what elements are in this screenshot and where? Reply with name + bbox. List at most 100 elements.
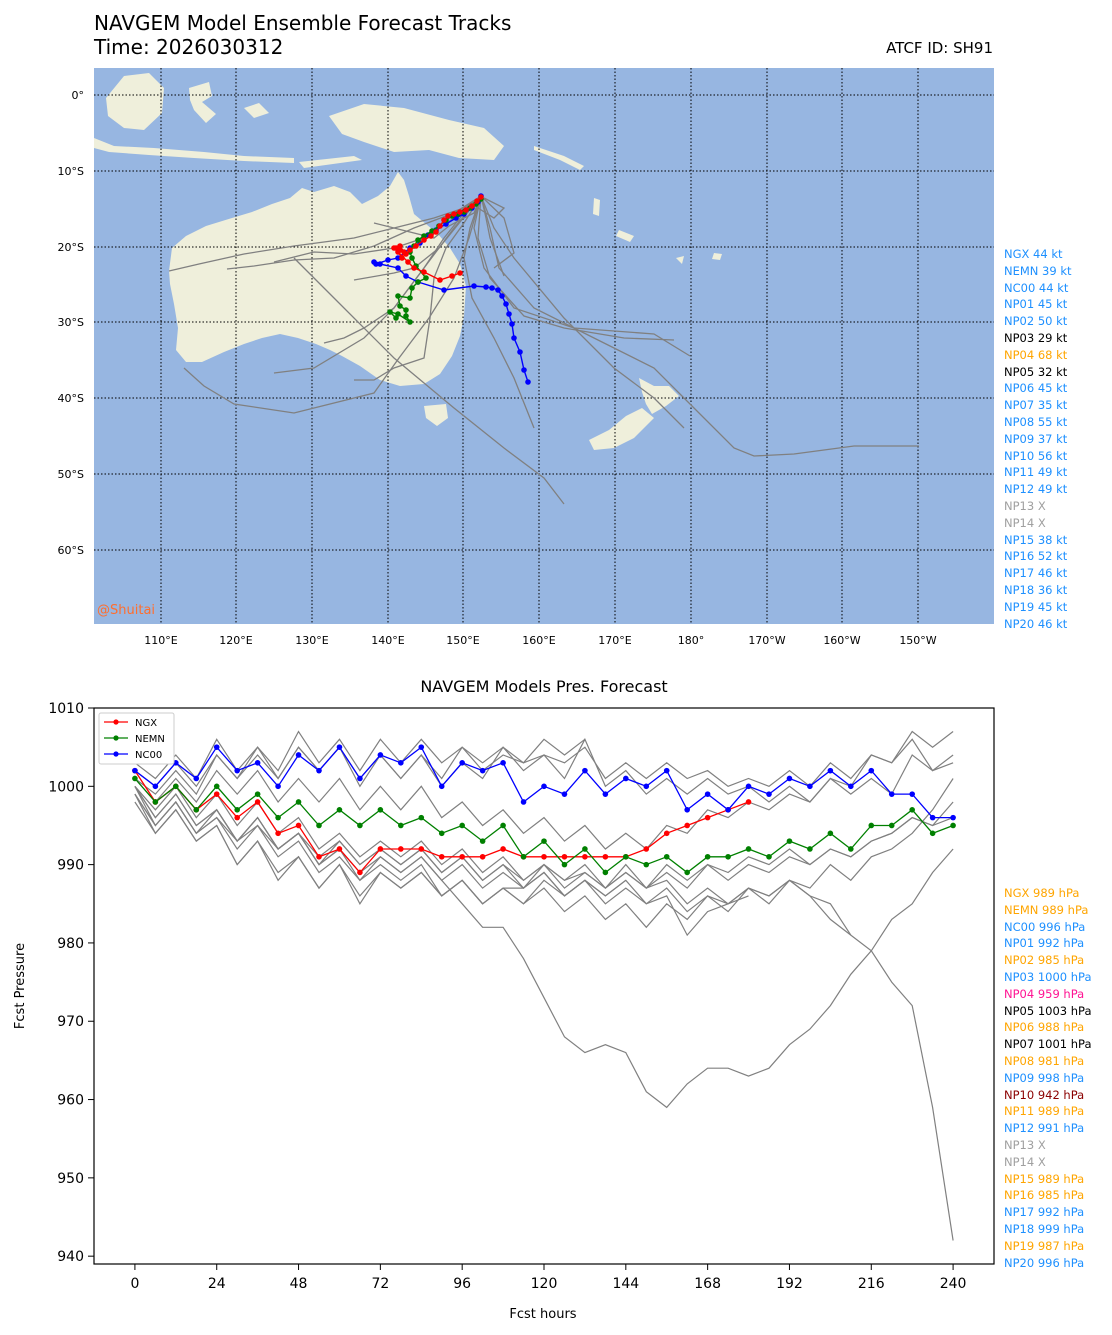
x-tick-label: 240 [940,1276,967,1292]
member-track [477,195,675,341]
pressure-legend-item: NP20 996 hPa [1004,1255,1085,1270]
pressure-chart: 0 24 48 72 96 120 144 168 192 216 240 940 950 960 970 9… [13,701,995,1322]
intensity-legend-item: NP03 29 kt [1004,331,1068,345]
series-np02 [134,778,954,929]
pressure-legend-item: NP19 987 hPa [1004,1238,1085,1253]
ngx-track-point [463,207,469,213]
y-tick-label: 940 [57,1249,84,1265]
data-point [807,846,813,852]
nc00-track-point [483,284,489,290]
data-point [929,814,936,821]
credit-watermark: @Shuitai [97,603,156,618]
data-point [377,846,384,852]
data-point [500,846,506,852]
intensity-legend-item: NP05 32 kt [1004,364,1068,379]
nc00-track-point [525,379,531,385]
data-point [704,791,711,797]
nc00-track-point [506,311,512,317]
ngx-track-point [445,213,451,219]
pressure-legend-item: NEMN 989 hPa [1004,902,1089,917]
x-tick-label: 192 [776,1276,803,1292]
data-point [357,869,363,876]
intensity-legend-item: NP04 68 kt [1004,347,1068,362]
data-point [950,822,956,829]
data-point [418,814,425,821]
data-point [582,767,588,774]
chart-legend-box [98,712,175,765]
data-point [213,783,220,790]
member-track [354,195,482,381]
pressure-legend-item: NP14 X [1004,1154,1046,1169]
data-point [745,783,752,790]
data-point [807,783,813,790]
data-point [254,760,261,766]
data-point [848,783,854,790]
landmasses [94,73,722,450]
atcf-id: ATCF ID: SH91 [886,39,993,57]
data-point [316,767,322,774]
data-point [316,853,322,860]
data-point [561,791,568,797]
x-tick-label: 216 [858,1276,885,1292]
nemn-track-point [415,237,421,243]
data-point [663,853,670,860]
chart-legend: NGX NEMN NC00 [98,712,175,765]
data-point [132,775,138,782]
nc00-track-point [385,257,391,263]
nemn-track-point [421,233,427,239]
intensity-legend-item: NP07 35 kt [1004,398,1068,413]
intensity-legend-item: NP15 38 kt [1004,532,1068,547]
ngx-track-point [401,249,407,255]
pressure-legend-item: NP11 989 hPa [1004,1104,1085,1119]
data-point [582,853,588,860]
data-point [888,822,895,829]
data-point [438,853,445,860]
data-point [684,869,690,876]
pressure-legend-item: NP01 992 hPa [1004,936,1085,951]
x-tick-label: 48 [290,1276,308,1292]
pressure-legend-item: NP08 981 hPa [1004,1054,1085,1068]
ngx-track-line [393,196,482,281]
pressure-legend-item: NP07 1001 hPa [1004,1037,1092,1052]
intensity-legend-item: NP09 37 kt [1004,431,1068,446]
data-point [643,783,650,790]
ngx-track-point [457,209,463,215]
map-graticule [94,68,994,624]
member-track [183,195,482,414]
plot-frame [93,707,995,1265]
data-point [909,807,915,813]
data-point [684,807,690,813]
data-point [152,799,159,805]
intensity-legend-item: NP19 45 kt [1004,599,1068,614]
data-point [295,752,302,758]
data-point [561,853,568,860]
data-point [479,767,486,774]
nemn-track-point [403,307,409,313]
pressure-legend-item: NP16 985 hPa [1004,1188,1085,1203]
pressure-legend-item: NP15 989 hPa [1004,1171,1085,1186]
ngx-track-point [474,198,480,204]
y-tick-label: 970 [57,1014,84,1030]
member-track [480,195,685,429]
data-point [868,822,875,829]
ngx-track-point [413,243,419,249]
data-point [357,775,363,782]
nemn-track-point [403,313,409,319]
data-point [623,853,629,860]
ngx-track-point [437,277,443,283]
data-point [745,799,752,805]
data-point [766,853,772,860]
pressure-legend-item: NP18 999 hPa [1004,1222,1085,1236]
nc00-track-point [395,255,401,261]
nc00-track-point [377,261,383,267]
pressure-legend-item: NP04 959 hPa [1004,986,1085,1001]
data-point [193,775,200,782]
data-point [766,791,772,797]
data-point [909,791,915,797]
nc00-track-point [489,285,495,291]
x-tick-label: 0 [130,1276,139,1292]
nc00-track-point [509,321,515,327]
member-track [480,195,919,457]
data-point [234,814,240,821]
intensity-legend-item: NP14 X [1004,515,1046,530]
